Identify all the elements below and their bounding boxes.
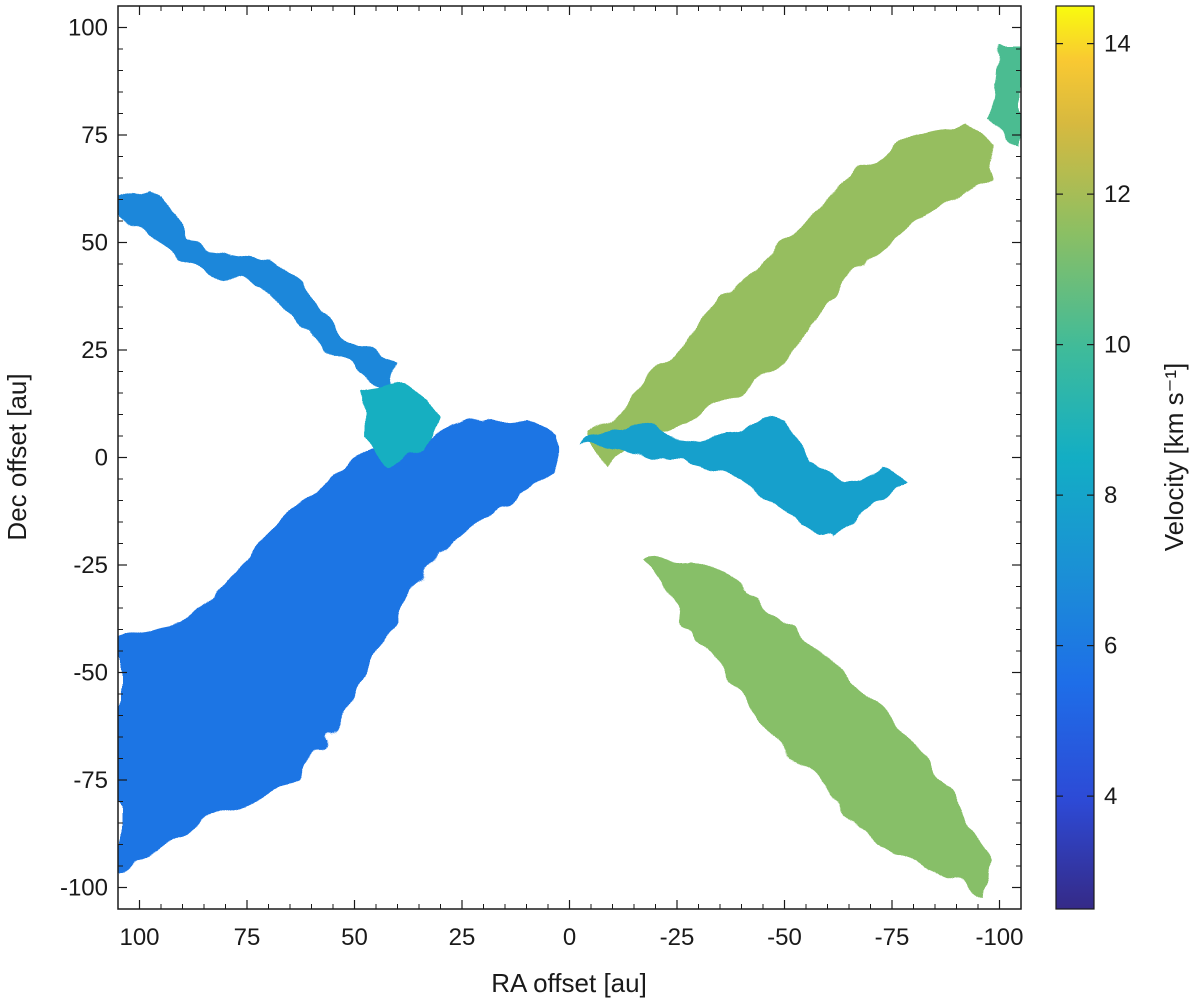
northeast-blob-inner (363, 380, 441, 467)
x-tick-label: -50 (767, 924, 802, 951)
colorbar-frame (1055, 5, 1095, 910)
y-axis-title: Dec offset [au] (2, 373, 32, 540)
southeast-outflow-lobe (118, 414, 557, 871)
colorbar-tick-label: 6 (1104, 633, 1117, 660)
x-tick-label: -25 (660, 924, 695, 951)
y-tick-label: -50 (73, 660, 108, 687)
colorbar-tick-label: 4 (1104, 783, 1117, 810)
x-axis-ticks: 100 75 50 25 0 -25 -50 -75 -100 (119, 6, 1024, 951)
colorbar: 4 6 8 10 12 14 Velocity [km s⁻¹] (1055, 5, 1189, 910)
x-tick-label: 100 (119, 924, 159, 951)
northeast-filament-upper (118, 186, 398, 393)
x-axis-title: RA offset [au] (491, 968, 647, 998)
y-axis-ticks: 100 75 50 25 0 -25 -50 -75 -100 (60, 15, 1021, 902)
y-tick-label: -100 (60, 875, 108, 902)
y-tick-label: 25 (81, 337, 108, 364)
emission-regions (118, 49, 1021, 897)
y-tick-label: 75 (81, 122, 108, 149)
y-tick-label: 0 (95, 445, 108, 472)
x-tick-label: 25 (449, 924, 476, 951)
y-tick-label: 100 (68, 15, 108, 42)
x-tick-label: 50 (341, 924, 368, 951)
colorbar-tick-label: 12 (1104, 181, 1131, 208)
colorbar-tick-label: 14 (1104, 31, 1131, 58)
northwest-outflow-lobe (591, 122, 1000, 467)
colorbar-title: Velocity [km s⁻¹] (1159, 363, 1189, 552)
colorbar-tick-label: 10 (1104, 332, 1131, 359)
west-filament (582, 414, 905, 535)
plot-area: 100 75 50 25 0 -25 -50 -75 -100 100 75 50 25 0 -25 -50… (60, 5, 1024, 951)
southwest-outflow-lobe (646, 556, 991, 897)
x-tick-label: -100 (975, 924, 1023, 951)
y-tick-label: 50 (81, 230, 108, 257)
x-tick-label: 75 (234, 924, 261, 951)
y-tick-label: -25 (73, 552, 108, 579)
minor-ticks (117, 5, 1022, 910)
colorbar-fill (1056, 6, 1094, 909)
northwest-edge-blob (990, 49, 1021, 148)
x-tick-label: -75 (875, 924, 910, 951)
colorbar-ticks: 4 6 8 10 12 14 (1056, 31, 1131, 810)
x-tick-label: 0 (563, 924, 576, 951)
y-tick-label: -75 (73, 767, 108, 794)
colorbar-tick-label: 8 (1104, 482, 1117, 509)
